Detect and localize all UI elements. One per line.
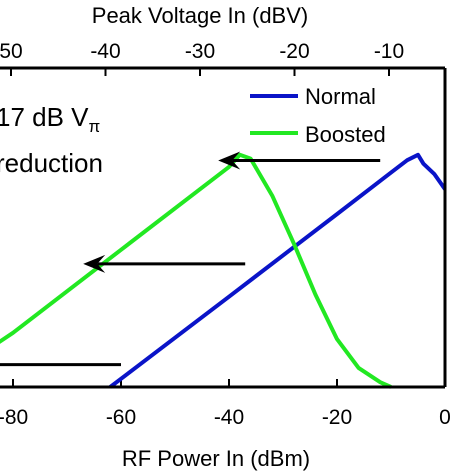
top-tick-label: -40	[90, 40, 120, 63]
legend-label-normal: Normal	[305, 84, 376, 109]
arrow-head	[218, 151, 241, 170]
series-line-normal	[108, 152, 447, 389]
bottom-tick-label: 0	[439, 406, 451, 429]
series-layer	[0, 152, 447, 389]
legend-label-boosted: Boosted	[305, 122, 386, 147]
top-tick-label: -30	[185, 40, 215, 63]
top-axis-label: Peak Voltage In (dBV)	[92, 3, 308, 28]
arrows	[0, 151, 381, 367]
top-tick-label: -10	[374, 40, 404, 63]
arrow-head	[83, 254, 106, 273]
annotation-subscript: π	[89, 117, 101, 136]
bottom-tick-label: -20	[322, 406, 352, 429]
bottom-tick-label: -60	[106, 406, 136, 429]
bottom-tick-label: -40	[214, 406, 244, 429]
series-line-boosted	[0, 152, 392, 389]
top-tick-label: 50	[0, 40, 23, 63]
bottom-tick-label: -80	[0, 406, 28, 429]
annotation-line2: reduction	[0, 148, 103, 178]
annotation-text: 17 dB V	[0, 102, 89, 132]
legend: Normal Boosted	[250, 84, 386, 147]
top-tick-label: -20	[279, 40, 309, 63]
annotation-line1: 17 dB Vπ	[0, 102, 100, 136]
annotation: 17 dB Vπ reduction	[0, 102, 103, 178]
bottom-axis-label: RF Power In (dBm)	[122, 446, 310, 471]
top-axis-ticks: 50 -40 -30 -20 -10	[0, 40, 404, 76]
